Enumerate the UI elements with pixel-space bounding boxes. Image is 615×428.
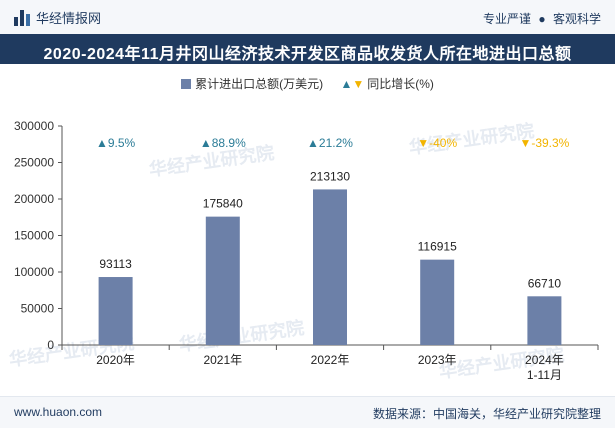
- up-arrow-icon: ▲: [307, 136, 319, 150]
- y-tick-label: 150000: [14, 229, 54, 243]
- growth-up-label: ▲88.9%: [200, 136, 246, 150]
- bar: [98, 277, 133, 345]
- legend-down-arrow-icon: ▼: [352, 77, 365, 91]
- x-tick-label: 2024年 1-11月: [525, 353, 564, 382]
- x-tick-label: 2023年: [418, 353, 457, 367]
- data-source: 数据来源：中国海关，华经产业研究院整理: [372, 407, 601, 421]
- chart-legend: 累计进出口总额(万美元) ▲▼ 同比增长(%): [0, 75, 615, 92]
- up-arrow-icon: ▲: [96, 136, 108, 150]
- chart-title: 2020-2024年11月井冈山经济技术开发区商品收发货人所在地进出口总额: [43, 46, 572, 63]
- y-tick-label: 100000: [14, 265, 54, 279]
- legend-up-arrow-icon: ▲: [340, 77, 353, 91]
- legend-growth-label: 同比增长(%): [367, 77, 434, 91]
- y-tick-label: 200000: [14, 192, 54, 206]
- bar-value-label: 175840: [203, 197, 243, 211]
- y-tick-label: 250000: [14, 156, 54, 170]
- bar-value-label: 213130: [310, 169, 350, 183]
- bar: [527, 296, 562, 345]
- website-link[interactable]: www.huaon.com: [14, 405, 103, 419]
- x-tick-label: 2020年: [96, 353, 135, 367]
- slogan-right: 客观科学: [552, 12, 601, 26]
- growth-up-label: ▲21.2%: [307, 136, 353, 150]
- down-arrow-icon: ▼: [519, 136, 531, 150]
- growth-up-label: ▲9.5%: [96, 136, 136, 150]
- top-bar: 华经情报网 专业严谨 ● 客观科学: [0, 0, 615, 35]
- growth-down-label: ▼-40%: [417, 136, 457, 150]
- brand-name: 华经情报网: [36, 11, 102, 26]
- x-tick-label: 2022年: [311, 353, 350, 367]
- bar: [420, 259, 455, 345]
- legend-bar-swatch: [181, 79, 192, 89]
- y-tick-label: 0: [47, 338, 54, 352]
- slogan-left: 专业严谨: [483, 12, 532, 26]
- slogan: 专业严谨 ● 客观科学: [483, 10, 601, 27]
- x-tick-label: 2021年: [203, 353, 242, 367]
- growth-down-label: ▼-39.3%: [519, 136, 569, 150]
- bar: [313, 189, 347, 345]
- legend-series-label: 累计进出口总额(万美元): [195, 77, 324, 91]
- footer: www.huaon.com 数据来源：中国海关，华经产业研究院整理: [0, 396, 615, 428]
- bar-value-label: 66710: [528, 276, 562, 290]
- brand[interactable]: 华经情报网: [14, 8, 101, 27]
- up-arrow-icon: ▲: [200, 136, 212, 150]
- brand-logo-icon: [14, 9, 30, 26]
- title-bar: 2020-2024年11月井冈山经济技术开发区商品收发货人所在地进出口总额: [0, 34, 615, 64]
- slogan-separator: ●: [538, 12, 546, 26]
- bar-value-label: 116915: [418, 240, 457, 254]
- down-arrow-icon: ▼: [417, 136, 429, 150]
- bar: [205, 216, 240, 345]
- watermark-text: 华经产业研究院: [178, 317, 306, 355]
- y-tick-label: 300000: [14, 119, 54, 133]
- y-tick-label: 50000: [21, 302, 55, 316]
- bar-value-label: 93113: [99, 257, 132, 271]
